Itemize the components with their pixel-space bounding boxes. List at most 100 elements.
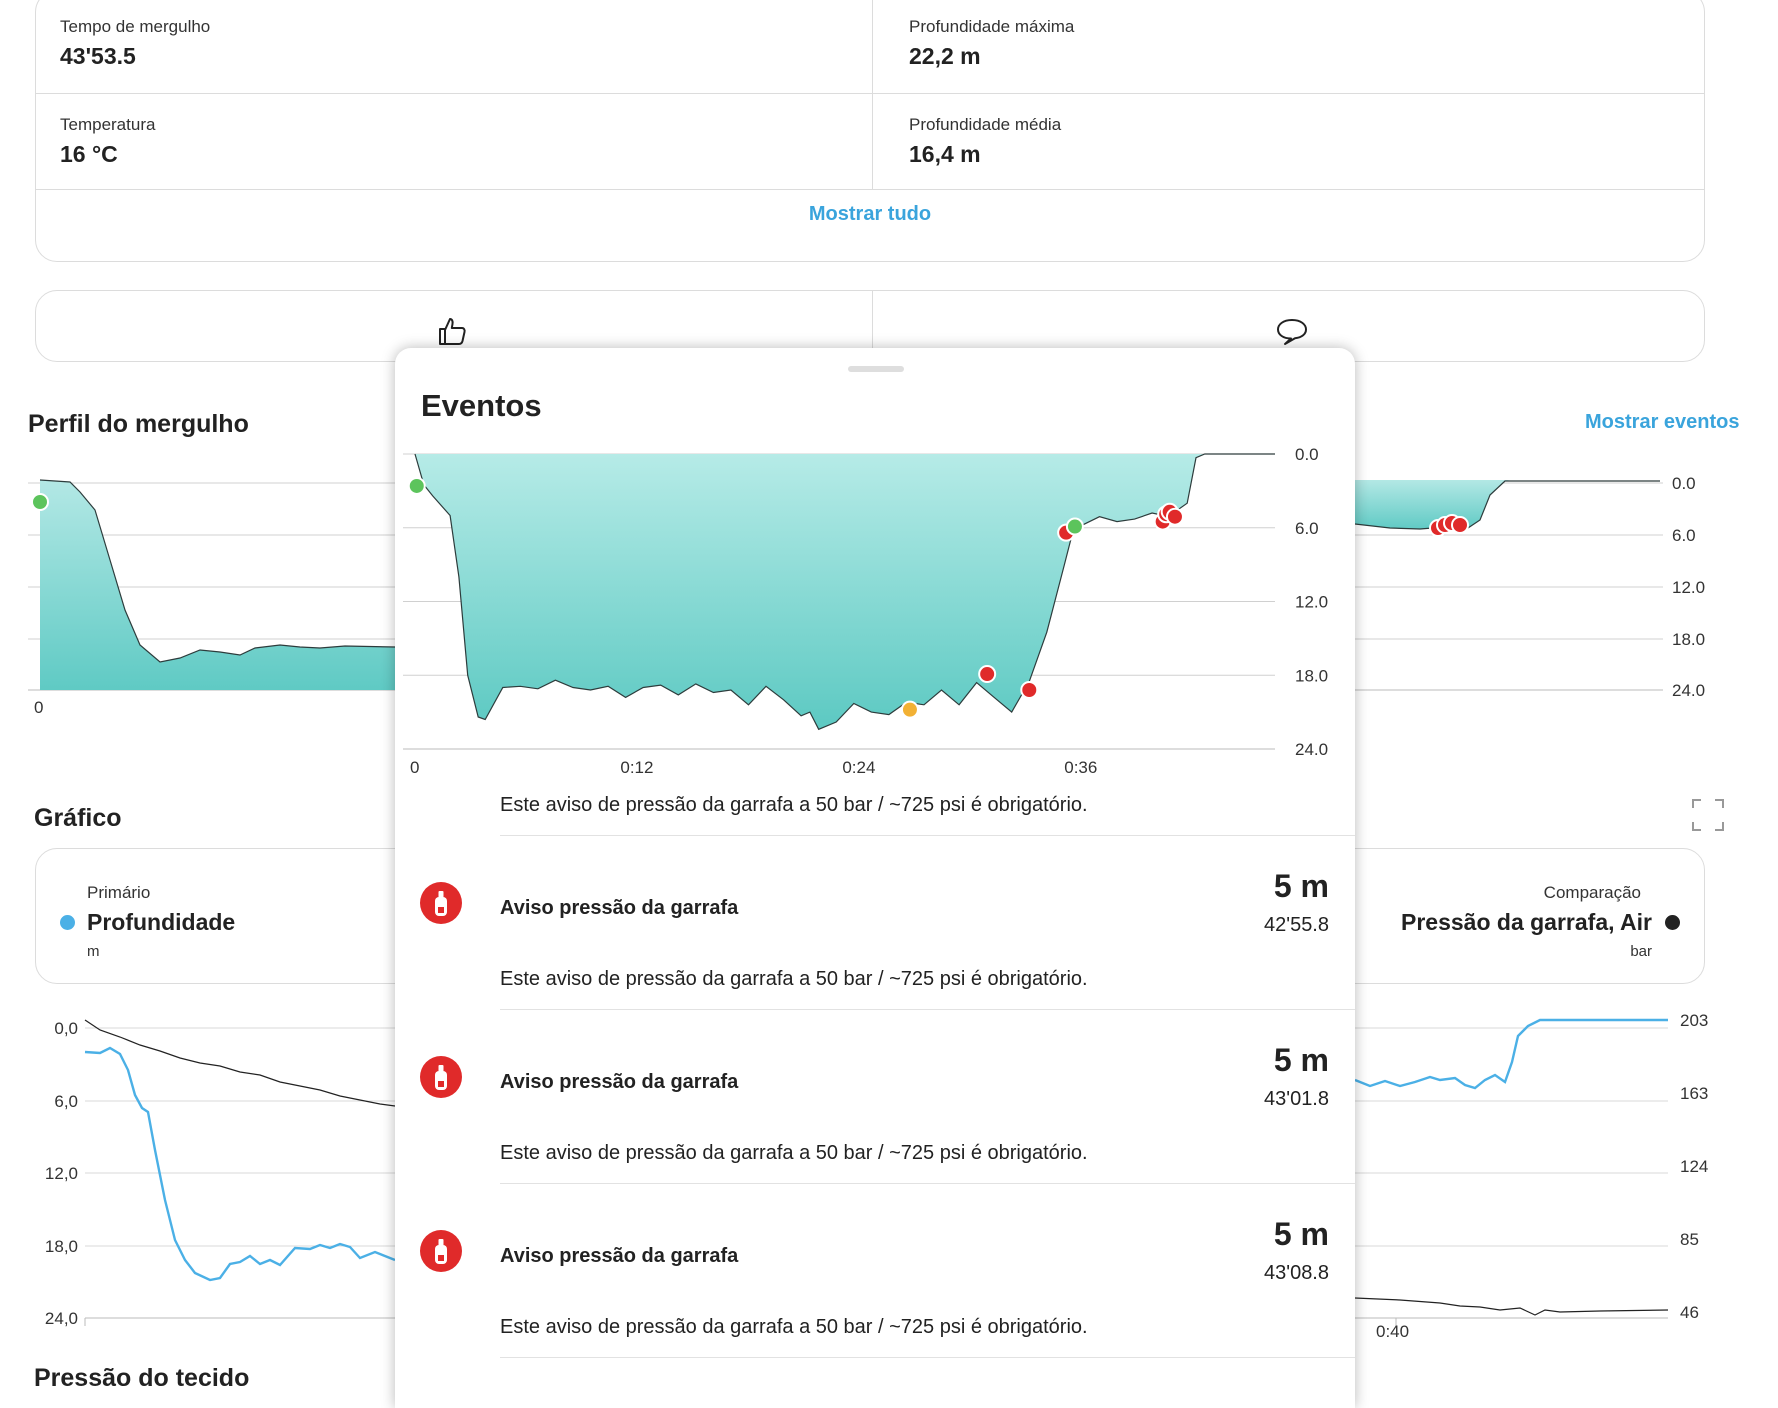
graph-left-axis-label: 18,0	[45, 1237, 78, 1256]
event-description: Este aviso de pressão da garrafa a 50 ba…	[500, 1142, 1088, 1164]
profile-y-label: 0.0	[1672, 474, 1696, 493]
events-sheet: Eventos 0.0 6.0 12.0 18.0 24.0 0 0:12 0:24 0:36 …	[395, 348, 1355, 1408]
comment-bubble-icon[interactable]	[1272, 311, 1312, 351]
divider	[872, 0, 873, 189]
event-time: 43'08.8	[1264, 1262, 1329, 1284]
event-marker-warning[interactable]	[1165, 507, 1184, 526]
tank-pressure-icon	[420, 1230, 462, 1272]
event-marker-info[interactable]	[1065, 517, 1084, 536]
x-tick-label: 0:36	[1064, 758, 1097, 777]
depth-line-left	[84, 1046, 396, 1282]
graph-title: Gráfico	[34, 804, 122, 832]
dive-profile-title: Perfil do mergulho	[28, 410, 249, 438]
event-time: 42'55.8	[1264, 914, 1329, 936]
profile-x-label: 0	[34, 698, 43, 717]
event-separator	[500, 835, 1355, 836]
comparison-series-caption: Comparação	[1543, 883, 1641, 902]
dive-stats-card: Tempo de mergulho 43'53.5 Profundidade m…	[35, 0, 1705, 262]
depth-line	[414, 453, 1275, 731]
comparison-series-dot	[1665, 915, 1680, 930]
depth-area	[415, 454, 1205, 730]
graph-left-axis-label: 0,0	[54, 1019, 78, 1038]
event-marker-warning[interactable]	[1020, 681, 1039, 699]
graph-left-axis-label: 12,0	[45, 1164, 78, 1183]
graph-x-label: 0:40	[1376, 1322, 1409, 1341]
stat-label: Profundidade média	[909, 115, 1062, 134]
profile-y-label: 6.0	[1672, 526, 1696, 545]
profile-y-label: 24.0	[1672, 681, 1705, 700]
x-tick-label: 0:24	[842, 758, 875, 777]
profile-y-label: 18.0	[1672, 630, 1705, 649]
comparison-series-unit: bar	[1630, 943, 1652, 960]
thumbs-up-icon[interactable]	[432, 311, 472, 351]
stat-value: 16 °C	[60, 141, 118, 167]
event-name: Aviso pressão da garrafa	[500, 1245, 739, 1267]
event-marker-caution[interactable]	[900, 700, 919, 719]
divider	[872, 291, 873, 361]
stat-label: Temperatura	[60, 115, 156, 134]
event-row[interactable]: Aviso pressão da garrafa 5 m 43'08.8	[395, 1216, 1355, 1326]
event-row[interactable]: Aviso pressão da garrafa 5 m 43'01.8	[395, 1042, 1355, 1152]
graph-left-axis-label: 6,0	[54, 1092, 78, 1111]
stat-max-depth: Profundidade máxima 22,2 m	[909, 17, 1074, 70]
y-tick-label: 6.0	[1295, 519, 1319, 538]
graph-left-axis-label: 24,0	[45, 1309, 78, 1328]
graph-right-axis-label: 163	[1680, 1084, 1708, 1103]
profile-y-label: 12.0	[1672, 578, 1705, 597]
divider	[36, 93, 1704, 94]
event-depth: 5 m	[1273, 1042, 1329, 1078]
comparison-line-right	[1354, 1297, 1669, 1316]
event-description: Este aviso de pressão da garrafa a 50 ba…	[500, 794, 1088, 816]
stat-value: 16,4 m	[909, 141, 981, 167]
event-separator	[500, 1357, 1355, 1358]
divider	[36, 189, 1704, 190]
drag-handle[interactable]	[848, 366, 904, 372]
show-events-link[interactable]: Mostrar eventos	[1585, 411, 1740, 433]
stat-value: 22,2 m	[909, 43, 981, 69]
event-marker	[1451, 516, 1469, 534]
event-depth: 5 m	[1273, 868, 1329, 904]
stat-dive-time: Tempo de mergulho 43'53.5	[60, 17, 210, 70]
primary-series-unit: m	[87, 943, 100, 960]
profile-area-right	[1355, 480, 1510, 530]
stat-label: Profundidade máxima	[909, 17, 1075, 36]
graph-right-axis-label: 124	[1680, 1157, 1708, 1176]
graph-right-axis-label: 46	[1680, 1303, 1699, 1322]
stat-value: 43'53.5	[60, 43, 136, 69]
primary-series-selector[interactable]: Profundidade	[87, 909, 236, 935]
tank-pressure-icon	[420, 1056, 462, 1098]
stat-avg-depth: Profundidade média 16,4 m	[909, 115, 1061, 168]
graph-right-axis-label: 85	[1680, 1230, 1699, 1249]
event-separator	[500, 1009, 1355, 1010]
y-tick-label: 24.0	[1295, 740, 1328, 759]
event-time: 43'01.8	[1264, 1088, 1329, 1110]
comparison-series-selector[interactable]: Pressão da garrafa, Air	[1401, 909, 1652, 935]
event-marker-warning[interactable]	[978, 665, 997, 684]
graph-right-axis-label: 203	[1680, 1011, 1708, 1030]
event-separator	[500, 1183, 1355, 1184]
stat-label: Tempo de mergulho	[60, 17, 211, 36]
events-title: Eventos	[421, 388, 542, 423]
x-tick-label: 0	[410, 758, 419, 777]
y-tick-label: 12.0	[1295, 593, 1328, 612]
stat-temperature: Temperatura 16 °C	[60, 115, 155, 168]
event-name: Aviso pressão da garrafa	[500, 1071, 739, 1093]
event-description: Este aviso de pressão da garrafa a 50 ba…	[500, 968, 1088, 990]
event-marker-start[interactable]	[407, 476, 426, 495]
event-row[interactable]: Aviso pressão da garrafa 5 m 42'55.8	[395, 868, 1355, 978]
primary-series-caption: Primário	[87, 883, 151, 902]
x-tick-label: 0:12	[620, 758, 653, 777]
event-depth: 5 m	[1273, 1216, 1329, 1252]
profile-area-left	[40, 480, 395, 690]
profile-line-left	[39, 479, 396, 663]
events-depth-chart: 0.0 6.0 12.0 18.0 24.0 0 0:12 0:24 0:36	[403, 445, 1328, 777]
comparison-line-left	[84, 1019, 396, 1107]
depth-line-right	[1354, 1018, 1668, 1090]
y-tick-label: 0.0	[1295, 445, 1319, 464]
tank-pressure-icon	[420, 882, 462, 924]
event-name: Aviso pressão da garrafa	[500, 897, 739, 919]
expand-icon[interactable]	[1690, 797, 1726, 833]
show-all-button[interactable]: Mostrar tudo	[808, 203, 932, 225]
tissue-pressure-title: Pressão do tecido	[34, 1364, 250, 1392]
